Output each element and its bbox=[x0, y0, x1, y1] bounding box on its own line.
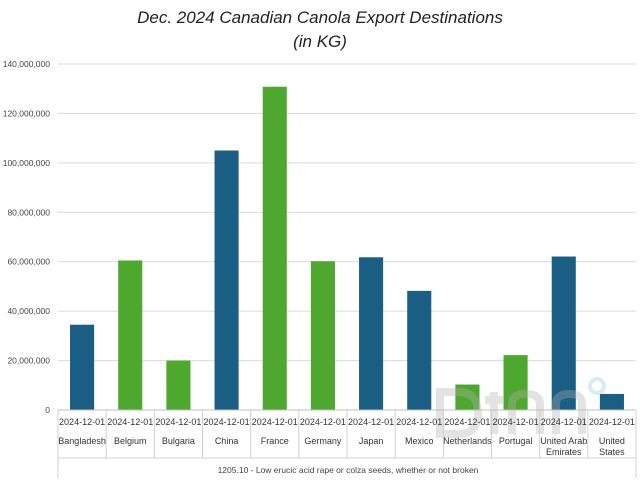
chart-subtitle: (in KG) bbox=[293, 32, 347, 51]
y-tick-label: 0 bbox=[45, 405, 50, 415]
y-tick-label: 40,000,000 bbox=[7, 306, 50, 316]
bar-bangladesh bbox=[70, 324, 95, 410]
y-tick-label: 60,000,000 bbox=[7, 257, 50, 267]
watermark-logo-t bbox=[485, 392, 503, 434]
bar-belgium bbox=[118, 260, 143, 410]
category-label: Netherlands bbox=[443, 436, 492, 446]
bar-germany bbox=[310, 261, 335, 410]
period-label: 2024-12-01 bbox=[541, 417, 587, 427]
y-tick-label: 100,000,000 bbox=[3, 158, 51, 168]
period-label: 2024-12-01 bbox=[204, 417, 250, 427]
bar-japan bbox=[359, 257, 384, 410]
bar-mexico bbox=[407, 290, 432, 410]
period-label: 2024-12-01 bbox=[300, 417, 346, 427]
period-label: 2024-12-01 bbox=[348, 417, 394, 427]
y-tick-label: 20,000,000 bbox=[7, 356, 50, 366]
y-tick-label: 140,000,000 bbox=[3, 59, 51, 69]
footer-label: 1205.10 - Low erucic acid rape or colza … bbox=[218, 465, 479, 475]
category-label: Bulgaria bbox=[162, 436, 195, 446]
category-label: Mexico bbox=[405, 436, 434, 446]
bars bbox=[70, 86, 624, 410]
category-label: Bangladesh bbox=[58, 436, 106, 446]
period-label: 2024-12-01 bbox=[396, 417, 442, 427]
watermark-logo-dot bbox=[588, 377, 606, 395]
category-label: United bbox=[599, 436, 625, 446]
category-label: Japan bbox=[359, 436, 384, 446]
y-axis: 0 20,000,000 40,000,000 60,000,000 80,000,00… bbox=[3, 59, 51, 415]
watermark-logo bbox=[436, 377, 606, 438]
x-axis: 2024-12-01Bangladesh2024-12-01Belgium202… bbox=[57, 409, 637, 478]
category-label: Portugal bbox=[499, 436, 533, 446]
category-label: Germany bbox=[304, 436, 342, 446]
period-label: 2024-12-01 bbox=[589, 417, 635, 427]
gridlines bbox=[58, 63, 636, 411]
bar-china bbox=[214, 150, 239, 410]
chart-title: Dec. 2024 Canadian Canola Export Destina… bbox=[137, 8, 503, 27]
bar-netherlands bbox=[455, 384, 480, 410]
bar-united-arab-emirates bbox=[551, 256, 576, 410]
watermark-logo-n bbox=[508, 389, 586, 434]
bar-united-states bbox=[599, 393, 624, 410]
bar-portugal bbox=[503, 355, 528, 410]
bar-france bbox=[262, 86, 287, 410]
period-label: 2024-12-01 bbox=[493, 417, 539, 427]
category-label: Belgium bbox=[114, 436, 147, 446]
category-label: Emirates bbox=[546, 447, 582, 457]
watermark-logo-d bbox=[436, 388, 483, 438]
y-tick-label: 120,000,000 bbox=[3, 108, 51, 118]
category-label: States bbox=[599, 447, 625, 457]
category-label: China bbox=[215, 436, 239, 446]
bar-bulgaria bbox=[166, 360, 191, 410]
period-label: 2024-12-01 bbox=[59, 417, 105, 427]
y-tick-label: 80,000,000 bbox=[7, 207, 50, 217]
category-label: France bbox=[261, 436, 289, 446]
period-label: 2024-12-01 bbox=[155, 417, 201, 427]
period-label: 2024-12-01 bbox=[252, 417, 298, 427]
category-label: United Arab bbox=[540, 436, 587, 446]
period-label: 2024-12-01 bbox=[107, 417, 153, 427]
period-label: 2024-12-01 bbox=[444, 417, 490, 427]
